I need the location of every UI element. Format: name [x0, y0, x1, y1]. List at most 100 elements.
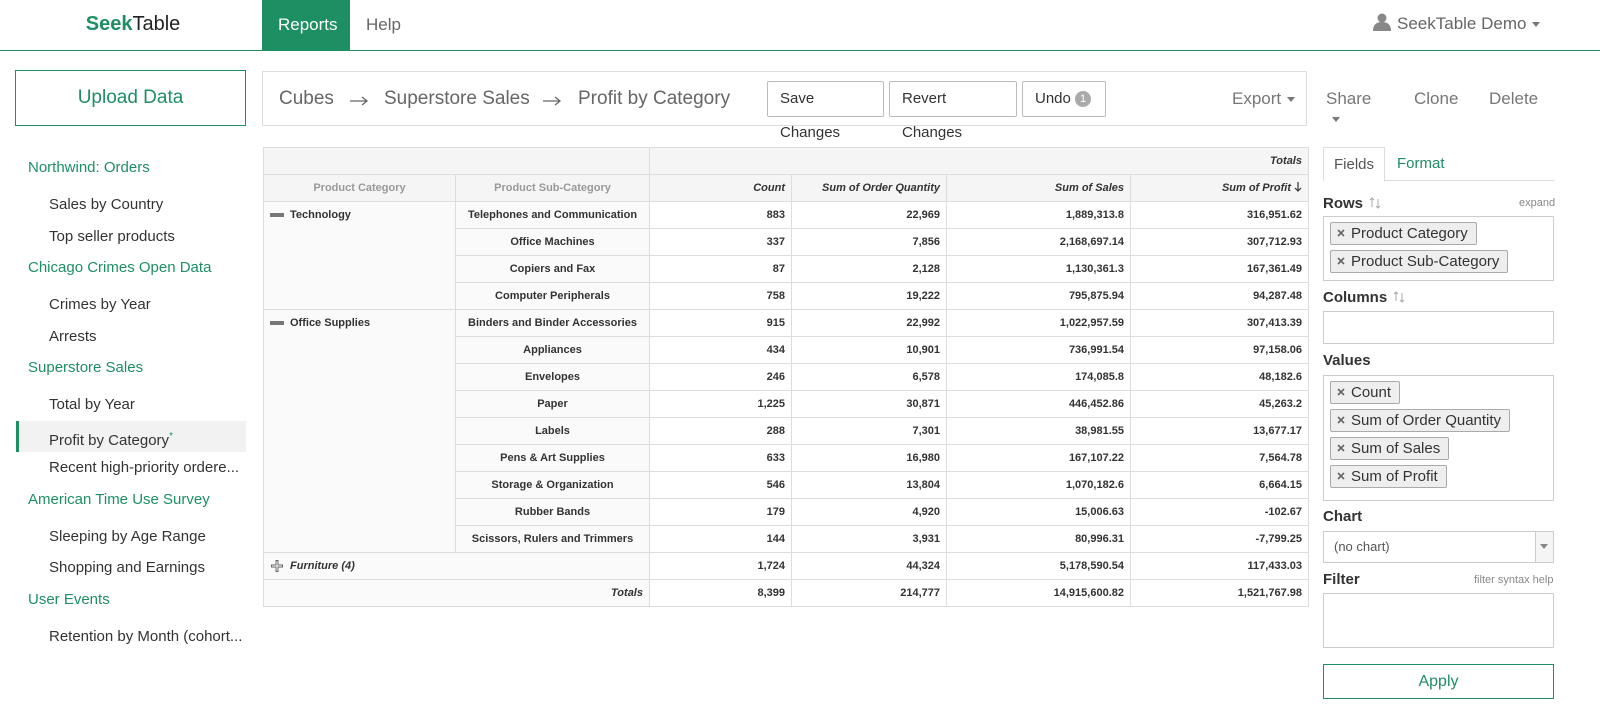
- item-label: Total by Year: [49, 396, 135, 413]
- column-header[interactable]: Sum of Order Quantity: [791, 174, 947, 202]
- sidebar-item[interactable]: Top seller products: [16, 221, 246, 252]
- collapse-icon[interactable]: [270, 317, 284, 329]
- collapse-icon[interactable]: [270, 209, 284, 221]
- clone-action[interactable]: Clone: [1414, 89, 1459, 108]
- column-header[interactable]: Count: [649, 174, 792, 202]
- row-header[interactable]: Product Sub-Category: [455, 174, 650, 202]
- field-tag[interactable]: Sum of Order Quantity: [1330, 409, 1511, 432]
- columns-box[interactable]: [1323, 311, 1554, 344]
- save-button[interactable]: Save Changes: [767, 81, 884, 141]
- remove-icon[interactable]: [1337, 388, 1345, 396]
- value-cell: 6,664.15: [1130, 471, 1309, 499]
- chart-select[interactable]: (no chart): [1323, 531, 1554, 563]
- breadcrumb[interactable]: Cubes: [279, 88, 334, 109]
- share-menu[interactable]: Share: [1326, 89, 1371, 129]
- value-cell: -7,799.25: [1130, 525, 1309, 553]
- sidebar-item[interactable]: Crimes by Year: [16, 289, 246, 320]
- value-cell: 246: [649, 363, 792, 391]
- value-cell: 8,399: [649, 579, 792, 607]
- remove-icon[interactable]: [1337, 229, 1345, 237]
- value-cell: 19,222: [791, 282, 947, 310]
- brand-table: Table: [132, 13, 181, 35]
- subcategory-cell: Pens & Art Supplies: [455, 444, 650, 472]
- column-header[interactable]: Sum of Profit: [1130, 174, 1309, 202]
- export-menu[interactable]: Export: [1232, 89, 1296, 109]
- value-cell: 915: [649, 309, 792, 337]
- breadcrumb-arrow: [350, 96, 369, 106]
- sidebar-item[interactable]: Sales by Country: [16, 189, 246, 220]
- field-tag[interactable]: Count: [1330, 381, 1401, 404]
- action-label: Share: [1326, 89, 1372, 108]
- expand-link[interactable]: expand: [1519, 197, 1556, 209]
- breadcrumb-current: Profit by Category: [578, 88, 731, 109]
- tag-label: Sum of Order Quantity: [1351, 412, 1502, 429]
- subcategory-cell: Paper: [455, 390, 650, 418]
- item-label: Arrests: [49, 327, 97, 345]
- value-cell: 5,178,590.54: [946, 552, 1131, 580]
- sidebar-item[interactable]: Sleeping by Age Range: [16, 521, 246, 552]
- corner-cell: [263, 147, 650, 175]
- item-label: Sleeping by Age Range: [49, 527, 206, 545]
- remove-icon[interactable]: [1337, 472, 1345, 480]
- sidebar-item[interactable]: Shopping and Earnings: [16, 552, 246, 583]
- item-label: Retention by Month (cohort...: [49, 627, 243, 645]
- apply-button[interactable]: Apply: [1323, 664, 1554, 699]
- user-menu[interactable]: SeekTable Demo: [1373, 13, 1541, 34]
- value-cell: 45,263.2: [1130, 390, 1309, 418]
- value-cell: 1,889,313.8: [946, 201, 1131, 229]
- delete-action[interactable]: Delete: [1489, 89, 1539, 108]
- value-cell: 7,564.78: [1130, 444, 1309, 472]
- value-cell: 13,677.17: [1130, 417, 1309, 445]
- value-cell: 337: [649, 228, 792, 256]
- upload-button[interactable]: Upload Data: [15, 70, 246, 126]
- sidebar-item[interactable]: Retention by Month (cohort...: [16, 621, 246, 652]
- sidebar-item[interactable]: Recent high-priority ordere...: [16, 452, 246, 483]
- remove-icon[interactable]: [1337, 444, 1345, 452]
- breadcrumb[interactable]: Superstore Sales: [384, 88, 530, 109]
- value-cell: 736,991.54: [946, 336, 1131, 364]
- format-tab[interactable]: Format: [1397, 155, 1445, 172]
- revert-button[interactable]: Revert Changes: [889, 81, 1017, 141]
- fields-tab[interactable]: Fields: [1323, 147, 1385, 182]
- field-tag[interactable]: Product Category: [1330, 222, 1477, 245]
- value-cell: 4,920: [791, 498, 947, 526]
- caret: [1540, 544, 1548, 549]
- row-header[interactable]: Product Category: [263, 174, 456, 202]
- sidebar-item[interactable]: Arrests: [16, 321, 246, 352]
- subcategory-cell: Labels: [455, 417, 650, 445]
- field-tag[interactable]: Sum of Profit: [1330, 465, 1447, 488]
- totals-header: Totals: [649, 147, 1309, 175]
- undo-button[interactable]: Undo 1: [1022, 81, 1106, 117]
- sidebar-item[interactable]: Total by Year: [16, 389, 246, 420]
- field-tag[interactable]: Product Sub-Category: [1330, 250, 1509, 273]
- tag-line: Sum of Profit: [1330, 464, 1547, 492]
- select-value: (no chart): [1334, 539, 1390, 554]
- brand[interactable]: SeekTable: [0, 13, 266, 36]
- value-cell: 117,433.03: [1130, 552, 1309, 580]
- nav-tab[interactable]: Reports: [262, 0, 350, 50]
- nav-tab[interactable]: Help: [366, 15, 401, 34]
- tag-line: Product Sub-Category: [1330, 249, 1547, 277]
- field-tag[interactable]: Sum of Sales: [1330, 437, 1450, 460]
- user-name: SeekTable Demo: [1397, 14, 1527, 33]
- item-label: Crimes by Year: [49, 296, 151, 313]
- filter-help-link[interactable]: filter syntax help: [1474, 574, 1554, 586]
- action-label: Export: [1232, 89, 1282, 108]
- header-row: Product Category Product Sub-Category Coun…: [263, 174, 1309, 202]
- category-cell: Technology: [263, 201, 456, 310]
- sidebar-item[interactable]: Profit by Category*: [16, 420, 246, 452]
- swap-icon[interactable]: [1393, 291, 1405, 303]
- filter-input[interactable]: [1323, 593, 1554, 648]
- tag-label: Sum of Sales: [1351, 440, 1441, 457]
- header-row: Totals: [263, 147, 1309, 175]
- column-header[interactable]: Sum of Sales: [946, 174, 1131, 202]
- category-label: Office Supplies: [290, 317, 371, 329]
- expand-icon[interactable]: [270, 560, 284, 573]
- value-cell: 87: [649, 255, 792, 283]
- remove-icon[interactable]: [1337, 257, 1345, 265]
- sidebar-group-title: Superstore Sales: [28, 359, 144, 376]
- data-row: Labels 288 7,301 38,981.55 13,677.17: [264, 417, 1309, 445]
- data-row: Storage & Organization 546 13,804 1,070,182…: [264, 471, 1309, 499]
- remove-icon[interactable]: [1337, 416, 1345, 424]
- swap-icon[interactable]: [1369, 197, 1381, 209]
